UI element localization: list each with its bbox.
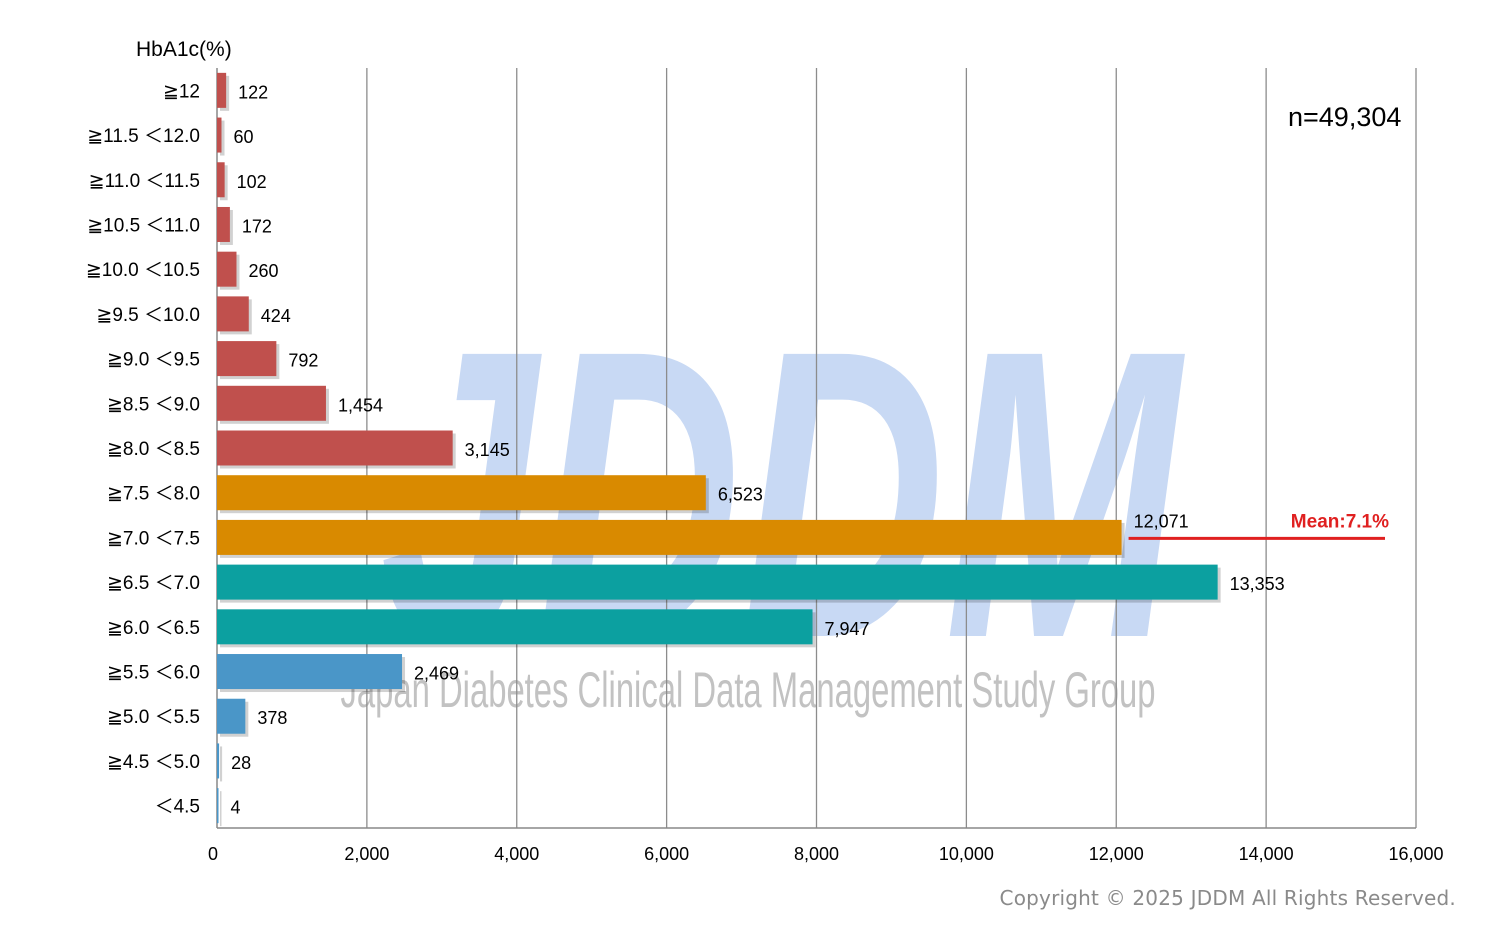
category-label: ≧7.0 ＜7.5: [107, 528, 200, 549]
value-label: 122: [238, 82, 268, 102]
bar: [217, 206, 230, 242]
bar-shadow: [220, 791, 222, 827]
bar: [217, 341, 277, 377]
bars: [217, 72, 1221, 827]
watermark-subtitle: Japan Diabetes Clinical Data Management …: [341, 662, 1156, 718]
x-tick-label: 16,000: [1388, 844, 1443, 864]
value-label: 12,071: [1134, 511, 1189, 531]
value-label: 13,353: [1230, 574, 1285, 594]
bar: [217, 698, 246, 734]
bar: [217, 72, 227, 108]
value-label: 6,523: [718, 485, 763, 505]
category-label: ≧4.5 ＜5.0: [107, 752, 200, 773]
x-tick-label: 2,000: [344, 844, 389, 864]
bar: [217, 117, 222, 153]
x-tick-label: 0: [208, 844, 218, 864]
value-label: 60: [233, 127, 253, 147]
copyright-text: Copyright © 2025 JDDM All Rights Reserve…: [999, 886, 1456, 910]
value-label: 260: [248, 261, 278, 281]
value-label: 28: [231, 753, 251, 773]
category-labels: ≧12 ≧11.5 ＜12.0 ≧11.0 ＜11.5 ≧10.5 ＜11.0 ≧10.…: [86, 81, 200, 817]
category-label: ≧12: [163, 81, 200, 102]
bar-shadow: [220, 120, 225, 156]
category-label: ≧8.5 ＜9.0: [107, 394, 200, 415]
bar: [217, 654, 403, 690]
value-labels: 122 60 102 172 260 424 792 1,454 3,145 6,523 12,07…: [231, 82, 1285, 817]
y-axis-title: HbA1c(%): [136, 38, 232, 61]
value-label: 1,454: [338, 395, 383, 415]
bar: [217, 743, 220, 779]
category-label: ≧10.0 ＜10.5: [86, 260, 200, 281]
value-label: 172: [242, 216, 272, 236]
value-label: 4: [231, 798, 241, 818]
bar: [217, 564, 1218, 600]
value-label: 7,947: [825, 619, 870, 639]
category-label: ≧5.5 ＜6.0: [107, 663, 200, 684]
bar: [217, 519, 1122, 555]
value-label: 378: [257, 708, 287, 728]
bar: [217, 296, 249, 332]
bar: [217, 162, 225, 198]
category-label: ≧6.5 ＜7.0: [107, 573, 200, 594]
value-label: 102: [237, 172, 267, 192]
bar: [217, 430, 453, 466]
bar: [217, 475, 706, 511]
category-label: ≧9.5 ＜10.0: [96, 305, 200, 326]
bar: [217, 385, 326, 421]
bar: [217, 251, 237, 287]
value-label: 3,145: [465, 440, 510, 460]
bar: [217, 609, 813, 645]
value-label: 2,469: [414, 664, 459, 684]
mean-label: Mean:7.1%: [1291, 511, 1389, 532]
sample-size-label: n=49,304: [1288, 102, 1402, 132]
category-label: ≧5.0 ＜5.5: [107, 707, 200, 728]
x-tick-label: 10,000: [939, 844, 994, 864]
x-tick-labels: 0 2,000 4,000 6,000 8,000 10,000 12,000 14,000 1…: [208, 844, 1444, 864]
category-label: ≧7.5 ＜8.0: [107, 484, 200, 505]
category-label: ≧8.0 ＜8.5: [107, 439, 200, 460]
category-label: ≧6.0 ＜6.5: [107, 618, 200, 639]
x-tick-label: 12,000: [1089, 844, 1144, 864]
category-label: ≧11.5 ＜12.0: [87, 126, 200, 147]
value-label: 792: [288, 351, 318, 371]
x-tick-label: 6,000: [644, 844, 689, 864]
category-label: ≧10.5 ＜11.0: [87, 215, 200, 236]
x-tick-label: 4,000: [494, 844, 539, 864]
x-tick-label: 8,000: [794, 844, 839, 864]
category-label: ≧11.0 ＜11.5: [89, 171, 200, 192]
x-tick-label: 14,000: [1239, 844, 1294, 864]
bar: [217, 788, 219, 824]
value-label: 424: [261, 306, 291, 326]
category-label: ＜4.5: [155, 797, 200, 818]
bar-shadow: [220, 746, 223, 782]
category-label: ≧9.0 ＜9.5: [107, 350, 200, 371]
mean-marker: Mean:7.1%: [1128, 511, 1389, 540]
